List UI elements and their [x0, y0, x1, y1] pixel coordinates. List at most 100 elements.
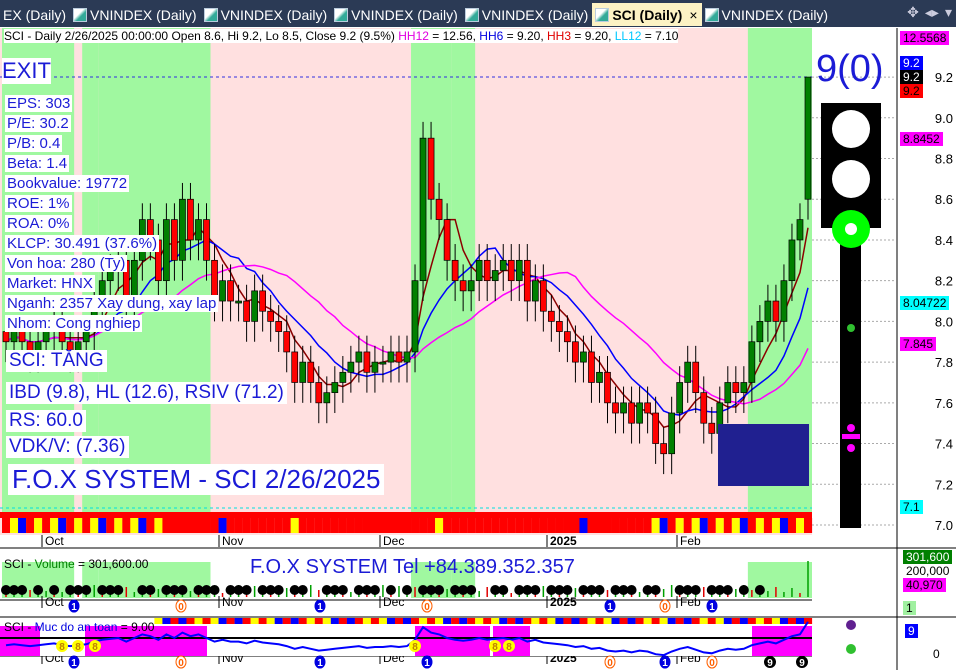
- safety-strip-cell: [427, 618, 436, 624]
- safety-strip-cell: [555, 618, 564, 624]
- chart-icon: [203, 7, 218, 22]
- status-strip-cell: [691, 518, 700, 533]
- status-strip-cell: [539, 518, 548, 533]
- status-strip-cell: [154, 518, 163, 533]
- status-strip-cell: [571, 518, 580, 533]
- candle-body: [10, 331, 18, 343]
- candle-body: [564, 331, 571, 343]
- volume-signal-dot: [177, 585, 188, 595]
- status-strip-cell: [242, 518, 251, 533]
- safety-digit-label: 1: [71, 658, 77, 669]
- month-label: Nov: [222, 595, 243, 609]
- status-strip-cell: [210, 518, 219, 533]
- tab-list-icon[interactable]: ▾: [944, 4, 952, 20]
- status-strip-cell: [178, 518, 187, 533]
- volume-signal-dot: [337, 585, 348, 595]
- legend-dot-icon: [846, 620, 856, 630]
- move-icon[interactable]: ✥: [907, 4, 919, 20]
- safety-marker: [764, 656, 776, 668]
- safety-strip-cell: [330, 618, 339, 624]
- status-strip-cell: [619, 518, 628, 533]
- volume-signal-dot: [369, 585, 380, 595]
- dot-icon: [847, 444, 855, 452]
- status-strip-cell: [491, 518, 500, 533]
- close-tab-icon[interactable]: ×: [689, 6, 698, 23]
- hh12-label: HH12: [398, 29, 429, 43]
- safety-strip-cell: [378, 618, 388, 624]
- tab-3[interactable]: VNINDEX (Daily): [331, 3, 462, 26]
- volume-signal-dot: [193, 585, 204, 595]
- safety-strip-cell: [338, 618, 347, 624]
- status-strip-cell: [547, 518, 556, 533]
- fundamental-item: Nhom: Cong nghiep: [5, 315, 143, 332]
- status-strip-cell: [58, 518, 67, 533]
- safety-strip-cell: [170, 618, 179, 624]
- vol-digit-marker: [604, 599, 616, 613]
- candle-body: [443, 219, 451, 261]
- volume-signal-dot: [329, 585, 340, 595]
- volume-signal-dot: [650, 585, 661, 595]
- candle-body: [572, 341, 579, 363]
- status-strip-cell: [595, 518, 604, 533]
- price-tick: 7.4: [935, 437, 953, 452]
- status-strip-cell: [739, 518, 748, 533]
- safety-digit-marker: [706, 655, 718, 669]
- tab-6[interactable]: VNINDEX (Daily): [702, 3, 833, 26]
- volume-signal-dot: [265, 585, 276, 595]
- candle-body: [732, 382, 740, 394]
- dot-icon: [847, 424, 855, 432]
- volume-signal-dot: [458, 585, 469, 595]
- candle-body: [684, 361, 692, 383]
- safety-strip-cell: [186, 618, 195, 624]
- candle-body: [355, 351, 363, 363]
- tab-5[interactable]: SCI (Daily) ×: [592, 3, 702, 26]
- status-strip-cell: [515, 518, 524, 533]
- safety-digit-label: 0: [607, 658, 613, 669]
- volume-signal-dot: [321, 585, 332, 595]
- safety-title: SCI - Muc do an toan = 9.00: [4, 620, 154, 634]
- candle-body: [2, 331, 10, 343]
- status-strip-cell: [218, 518, 227, 533]
- volume-signal-dot: [273, 585, 284, 595]
- volume-signal-dot: [642, 585, 653, 595]
- signal-count: 9(0): [816, 48, 884, 90]
- tab-controls[interactable]: ✥ ◂▸ ▾: [907, 4, 952, 21]
- safety-symbol: SCI -: [4, 620, 35, 634]
- fundamental-item: Nganh: 2357 Xay dung, xay lap: [5, 295, 219, 312]
- ll12-label: LL12: [614, 29, 642, 43]
- safety-marker-label: 9: [799, 658, 805, 669]
- safety-digit-label: 1: [662, 658, 668, 669]
- tab-1[interactable]: VNINDEX (Daily): [70, 3, 201, 26]
- safety-strip-cell: [723, 618, 732, 624]
- safety-value-tag: 9: [905, 624, 918, 638]
- tab-4[interactable]: VNINDEX (Daily): [462, 3, 593, 26]
- status-strip-cell: [2, 518, 11, 533]
- status-strip-cell: [362, 518, 371, 533]
- status-strip-cell: [435, 518, 444, 533]
- scroll-tabs-icon[interactable]: ◂▸: [924, 4, 939, 20]
- status-strip-cell: [258, 518, 267, 533]
- candle-body: [283, 331, 291, 353]
- safety-strip-cell: [627, 618, 636, 624]
- candle-body: [628, 402, 635, 424]
- vol-digit-label: 1: [317, 602, 323, 613]
- safety-strip-cell: [274, 618, 283, 624]
- safety-strip-cell: [435, 618, 444, 624]
- vol-digit-marker: [68, 599, 80, 613]
- status-strip-cell: [475, 518, 484, 533]
- candle-body: [780, 280, 788, 322]
- status-strip-cell: [763, 518, 772, 533]
- safety-strip-cell: [459, 618, 468, 624]
- volume-signal-dot: [722, 585, 733, 595]
- tab-2[interactable]: VNINDEX (Daily): [201, 3, 332, 26]
- status-strip-cell: [587, 518, 596, 533]
- tab-0[interactable]: EX (Daily): [0, 3, 70, 26]
- status-strip-cell: [202, 518, 211, 533]
- candle-body: [363, 351, 371, 373]
- status-strip-cell: [314, 518, 323, 533]
- status-strip-cell: [330, 518, 339, 533]
- safety-marker-label: 8: [92, 642, 98, 653]
- status-strip-cell: [723, 518, 732, 533]
- candle-body: [179, 198, 186, 261]
- volume-signal-dot: [145, 585, 156, 595]
